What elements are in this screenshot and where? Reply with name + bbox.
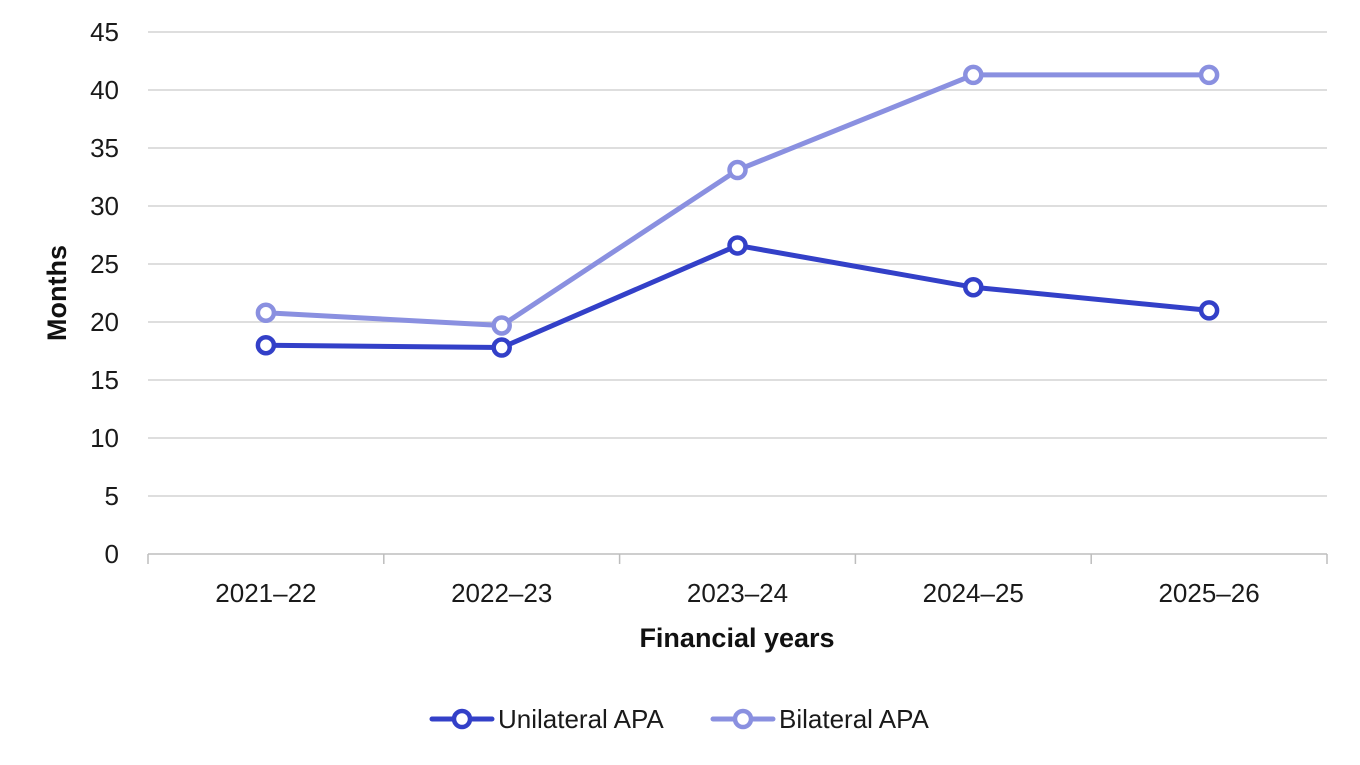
legend-swatch-marker [451,708,473,730]
data-point[interactable] [727,159,748,181]
y-tick-label: 40 [90,75,119,105]
y-tick-label: 20 [90,307,119,337]
legend-label: Unilateral APA [498,704,664,734]
x-tick-label: 2022–23 [451,578,552,608]
y-tick-label: 25 [90,249,119,279]
legend: Unilateral APA Bilateral APA [429,704,929,734]
legend-item: Bilateral APA [710,704,929,734]
series-group [255,64,1220,358]
y-tick-label: 30 [90,191,119,221]
x-tick-label: 2025–26 [1158,578,1259,608]
data-point[interactable] [491,315,512,336]
y-tick-label: 10 [90,423,119,453]
series-line [263,242,1212,351]
y-axis-title: Months [42,245,72,341]
data-point[interactable] [1198,300,1220,321]
legend-swatch-marker [732,708,754,730]
data-point[interactable] [255,334,277,356]
data-point[interactable] [255,302,277,323]
data-point[interactable] [491,337,512,358]
x-axis: 2021–22 2022–23 2023–24 2024–25 2025–26 [147,553,1328,608]
series-bilateral-apa [255,64,1220,336]
data-point[interactable] [963,64,984,86]
x-axis-title: Financial years [639,623,834,653]
x-tick-label: 2021–22 [215,578,316,608]
x-tick-label: 2024–25 [923,578,1024,608]
series-unilateral-apa [255,235,1220,358]
y-tick-label: 5 [105,481,119,511]
y-tick-label: 15 [90,365,119,395]
legend-item: Unilateral APA [429,704,664,734]
gridlines [148,31,1327,497]
y-tick-label: 0 [105,539,119,569]
y-tick-label: 35 [90,133,119,163]
data-point[interactable] [963,276,984,298]
series-line [263,72,1212,328]
data-point[interactable] [727,235,748,256]
y-tick-label: 45 [90,17,119,47]
legend-label: Bilateral APA [779,704,929,734]
data-point[interactable] [1198,64,1220,86]
y-axis-ticks: 0 5 10 15 20 25 30 35 40 45 [90,17,119,569]
x-tick-label: 2023–24 [687,578,788,608]
